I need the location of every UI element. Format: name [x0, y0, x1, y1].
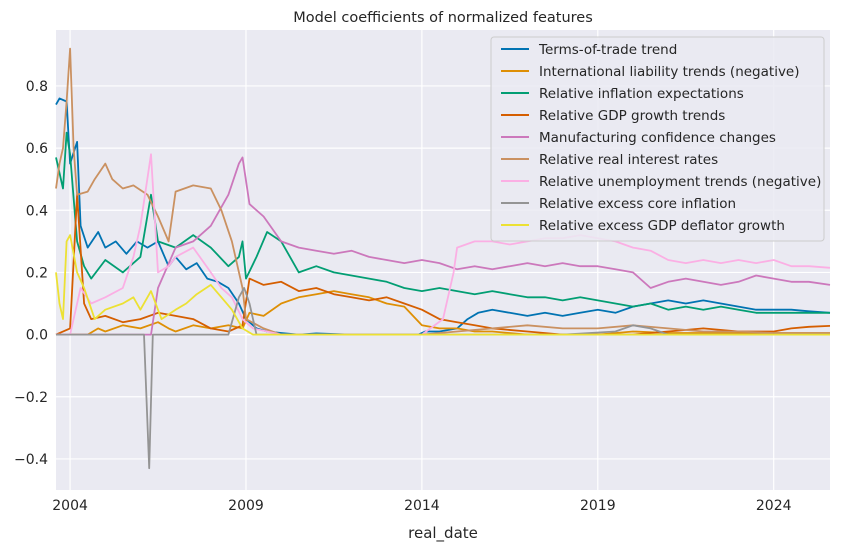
y-tick-label: 0.0	[26, 328, 48, 344]
y-tick-label: 0.2	[26, 265, 48, 281]
series-line	[56, 153, 831, 336]
y-tick-label: 0.6	[26, 141, 48, 157]
legend-frame	[490, 36, 825, 242]
x-tick-label: 2004	[52, 498, 88, 514]
x-tick-label: 2024	[756, 498, 792, 514]
legend-label: Manufacturing confidence changes	[539, 130, 776, 146]
x-tick-label: 2019	[580, 498, 616, 514]
legend: Terms-of-trade trend International liabil…	[490, 36, 825, 242]
legend-label: Relative GDP growth trends	[539, 108, 725, 124]
series-line	[56, 156, 831, 336]
y-axis-ticks: −0.4 −0.2 0.0 0.2 0.4 0.6 0.8	[14, 79, 48, 468]
legend-label: Relative inflation expectations	[539, 86, 744, 102]
series-line	[55, 193, 831, 336]
x-axis-ticks: 2004 2009 2014 2019 2024	[52, 498, 791, 514]
series-line	[55, 234, 830, 336]
legend-label: Relative real interest rates	[539, 152, 718, 168]
y-tick-label: 0.4	[26, 203, 48, 219]
x-tick-label: 2009	[228, 498, 264, 514]
chart-title: Model coefficients of normalized feature…	[293, 10, 593, 26]
y-tick-label: −0.4	[14, 452, 48, 468]
legend-label: Relative excess GDP deflator growth	[539, 218, 785, 234]
legend-label: International liability trends (negative…	[539, 64, 800, 80]
y-tick-label: −0.2	[14, 390, 48, 406]
legend-label: Relative excess core inflation	[539, 196, 736, 212]
x-axis-title: real_date	[408, 524, 478, 543]
series-layer	[55, 47, 831, 470]
legend-label: Terms-of-trade trend	[538, 42, 677, 58]
series-line	[55, 131, 830, 314]
legend-label: Relative unemployment trends (negative)	[539, 174, 821, 190]
x-tick-label: 2014	[404, 498, 440, 514]
series-line	[55, 47, 830, 336]
y-tick-label: 0.8	[26, 79, 48, 95]
